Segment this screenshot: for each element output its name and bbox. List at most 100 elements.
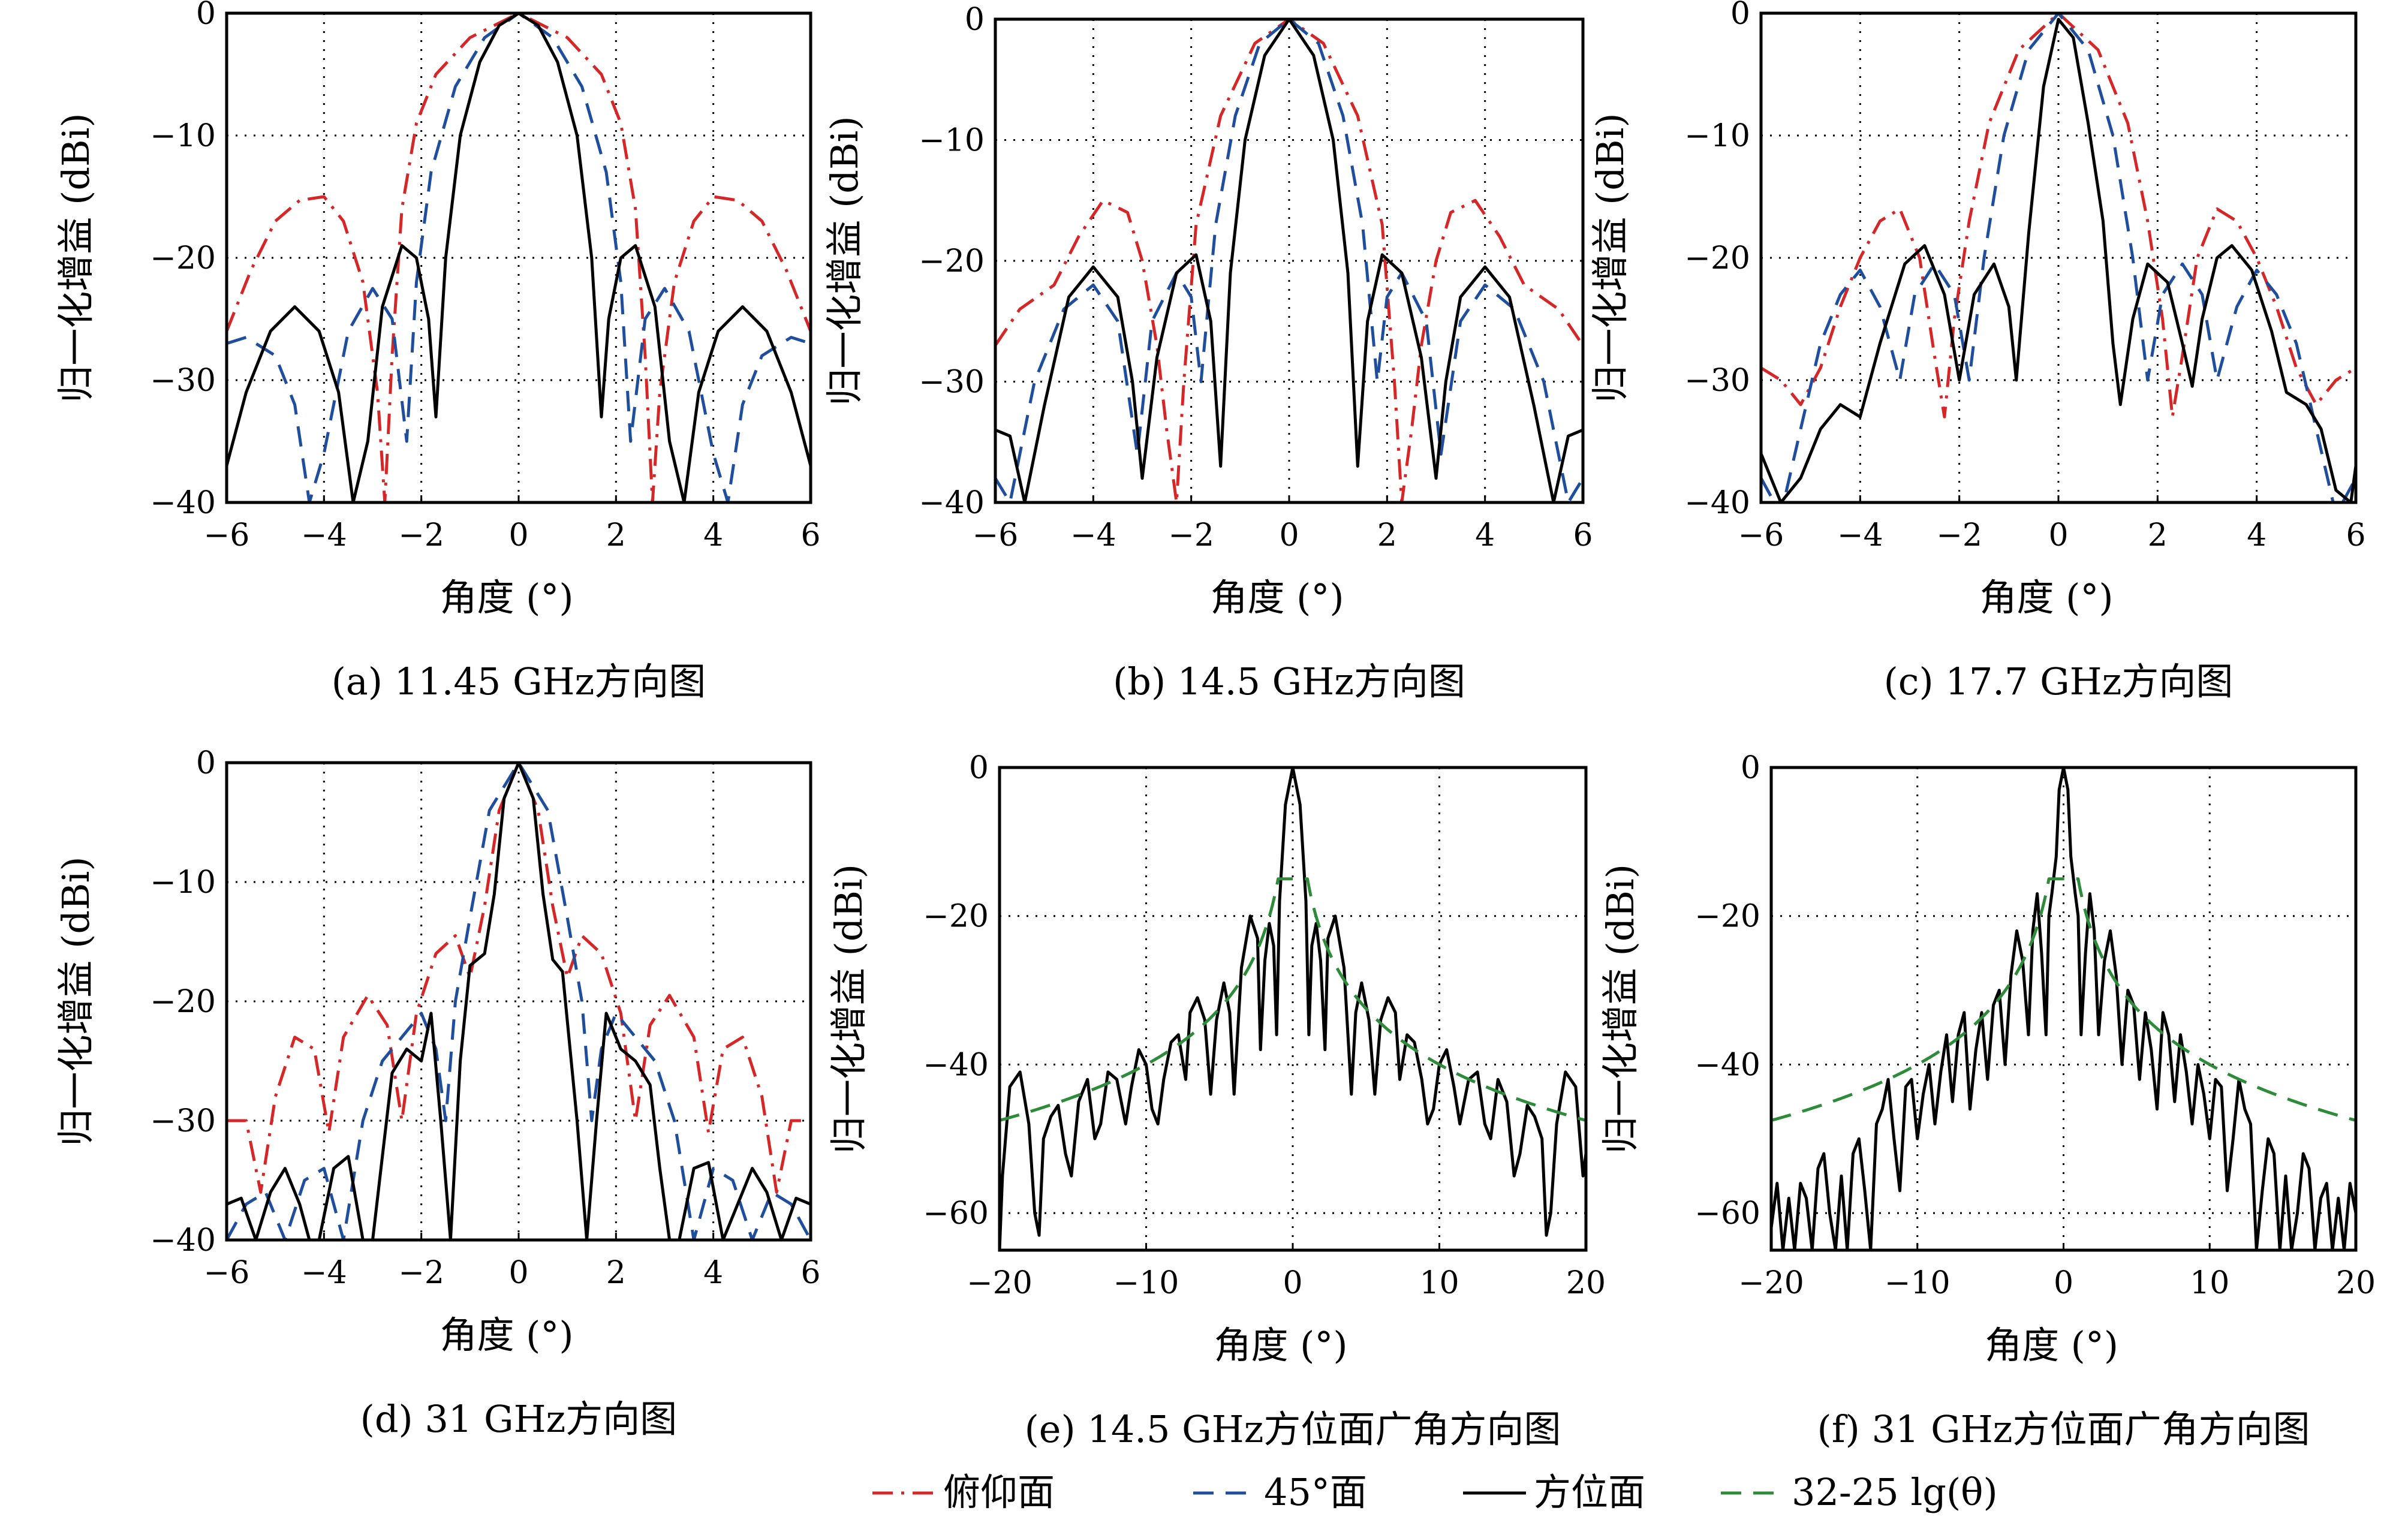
x-tick-label: 6 (1573, 517, 1593, 553)
series-line-mask (1000, 877, 1586, 1122)
x-tick-label: −6 (204, 1255, 250, 1291)
y-tick-label: −20 (1684, 240, 1750, 276)
series-line-pitch (1761, 13, 2356, 419)
panel-e: −20 −10 0 10 20 0 −20 −40 −60 角度 (°) 归一化增益 (dBi) (e… (827, 750, 1606, 1451)
x-tick-label: 6 (800, 1255, 820, 1291)
y-tick-label: 0 (1741, 750, 1760, 786)
legend-label-pitch: 俯仰面 (943, 1470, 1055, 1514)
x-tick-label: 0 (2048, 517, 2068, 553)
legend: 俯仰面 45°面 方位面 32-25 lg(θ) (872, 1470, 1998, 1514)
x-tick-label: 4 (703, 1255, 723, 1291)
x-tick-label: −2 (398, 517, 444, 553)
y-tick-label: −40 (923, 1047, 989, 1083)
y-axis-label: 归一化增益 (dBi) (827, 864, 871, 1154)
series-line-azimuth (1761, 17, 2356, 502)
series-line-pitch (227, 13, 811, 502)
x-tick-label: −10 (1885, 1265, 1951, 1301)
y-tick-label: −30 (150, 363, 216, 399)
series-group (1761, 13, 2356, 502)
series-line-azimuth (227, 13, 811, 502)
x-tick-label: −2 (1936, 517, 1982, 553)
y-tick-label: −20 (923, 899, 989, 935)
x-axis-label: 角度 (°) (1985, 1323, 2118, 1367)
x-tick-label: 6 (800, 517, 820, 553)
series-line-azimuth (227, 763, 811, 1240)
x-tick-label: −6 (204, 517, 250, 553)
x-axis-label: 角度 (°) (440, 576, 573, 619)
x-tick-label: 4 (703, 517, 723, 553)
series-line-diag45 (1761, 13, 2356, 502)
series-line-azimuth (1771, 767, 2356, 1250)
x-tick-label: 0 (2054, 1265, 2073, 1301)
x-tick-label: 0 (508, 1255, 528, 1291)
x-tick-label: 0 (1283, 1265, 1302, 1301)
x-tick-label: −4 (1837, 517, 1883, 553)
x-axis-label: 角度 (°) (1210, 576, 1344, 619)
x-tick-label: −4 (301, 1255, 347, 1291)
panel-caption: (c) 17.7 GHz方向图 (1884, 660, 2234, 703)
x-tick-label: 0 (1279, 517, 1299, 553)
series-group (1000, 767, 1586, 1250)
x-tick-label: 10 (2190, 1265, 2229, 1301)
x-tick-label: 6 (2346, 517, 2365, 553)
y-tick-label: −40 (150, 1223, 216, 1259)
panel-caption: (a) 11.45 GHz方向图 (332, 660, 706, 703)
y-tick-label: −10 (150, 865, 216, 901)
x-tick-label: −4 (301, 517, 347, 553)
y-tick-label: −60 (1694, 1196, 1760, 1232)
series-line-pitch (995, 19, 1583, 502)
x-tick-label: −4 (1070, 517, 1116, 553)
y-tick-label: −20 (150, 240, 216, 276)
y-tick-label: 0 (196, 0, 216, 32)
x-tick-label: −10 (1113, 1265, 1179, 1301)
panel-f: −20 −10 0 10 20 0 −20 −40 −60 角度 (°) 归一化增益 (dBi) (f… (1599, 750, 2376, 1451)
x-tick-label: −20 (1738, 1265, 1804, 1301)
y-tick-label: −40 (919, 485, 985, 521)
series-group (1771, 767, 2356, 1250)
x-tick-label: 4 (1475, 517, 1495, 553)
y-tick-label: −30 (1684, 363, 1750, 399)
x-axis-label: 角度 (°) (440, 1313, 573, 1357)
y-tick-label: −40 (150, 485, 216, 521)
panel-caption: (b) 14.5 GHz方向图 (1113, 660, 1465, 703)
y-tick-label: 0 (969, 750, 989, 786)
x-tick-label: −20 (967, 1265, 1033, 1301)
y-tick-label: −30 (150, 1103, 216, 1139)
y-tick-label: 0 (196, 745, 216, 781)
x-tick-label: 20 (1566, 1265, 1606, 1301)
x-axis-label: 角度 (°) (1979, 576, 2113, 619)
y-axis-label: 归一化增益 (dBi) (1588, 113, 1632, 402)
series-line-azimuth (1000, 767, 1586, 1250)
x-tick-label: 4 (2247, 517, 2266, 553)
y-axis-label: 归一化增益 (dBi) (54, 856, 98, 1146)
panel-caption: (f) 31 GHz方位面广角方向图 (1817, 1407, 2310, 1451)
y-tick-label: 0 (965, 2, 985, 38)
series-line-diag45 (995, 19, 1583, 502)
x-tick-label: 0 (508, 517, 528, 553)
y-tick-label: −10 (1684, 118, 1750, 154)
series-line-pitch (227, 763, 811, 1194)
y-axis-label: 归一化增益 (dBi) (823, 116, 866, 405)
y-axis-label: 归一化增益 (dBi) (54, 113, 98, 402)
x-tick-label: −6 (1738, 517, 1784, 553)
y-tick-label: −30 (919, 365, 985, 401)
x-tick-label: −2 (398, 1255, 444, 1291)
series-group (227, 13, 811, 502)
series-line-diag45 (227, 13, 811, 502)
y-tick-label: 0 (1730, 0, 1750, 32)
legend-label-azimuth: 方位面 (1534, 1470, 1645, 1514)
y-tick-label: −60 (923, 1196, 989, 1232)
x-tick-label: −6 (973, 517, 1019, 553)
y-tick-label: −40 (1694, 1047, 1760, 1083)
y-axis-label: 归一化增益 (dBi) (1599, 864, 1642, 1154)
x-tick-label: −2 (1168, 517, 1214, 553)
legend-label-mask: 32-25 lg(θ) (1792, 1470, 1998, 1514)
x-tick-label: 2 (606, 1255, 626, 1291)
x-tick-label: 2 (1377, 517, 1397, 553)
x-tick-label: 2 (2148, 517, 2168, 553)
legend-label-diag45: 45°面 (1264, 1470, 1367, 1514)
